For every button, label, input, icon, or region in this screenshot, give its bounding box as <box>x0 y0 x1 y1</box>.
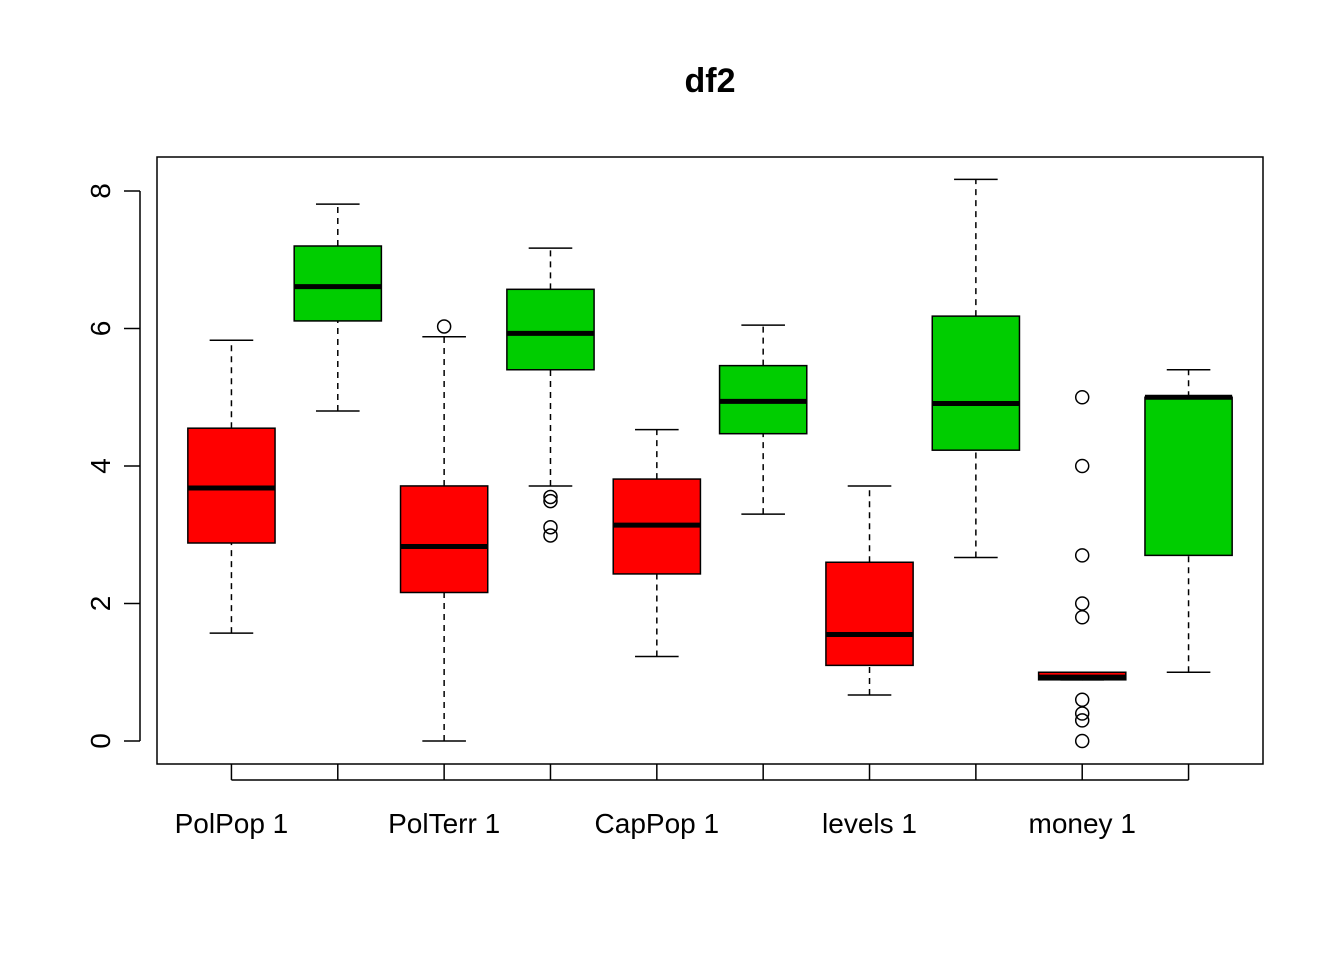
x-tick-label: levels 1 <box>822 808 917 839</box>
box-series <box>187 178 1233 749</box>
x-tick-label: CapPop 1 <box>595 808 720 839</box>
x-axis: PolPop 1 PolTerr 1 CapPop 1 levels 1 money 1 <box>175 764 1190 839</box>
box-group-6 <box>718 324 808 515</box>
outlier-point <box>1074 596 1090 611</box>
x-tick-label: PolTerr 1 <box>388 808 500 839</box>
box-group-8 <box>931 178 1021 559</box>
outlier-point <box>1074 390 1090 405</box>
y-tick-label: 8 <box>85 183 116 199</box>
outlier-point <box>436 319 452 334</box>
chart-title: df2 <box>685 62 736 100</box>
iqr-box <box>931 315 1021 451</box>
outlier-point <box>543 489 558 505</box>
outlier-point <box>1074 458 1090 474</box>
x-tick-label: money 1 <box>1029 808 1136 839</box>
box-group-9 <box>1037 390 1127 749</box>
outlier-point <box>543 519 558 535</box>
box-group-4 <box>506 247 595 543</box>
plot-frame <box>156 156 1264 765</box>
iqr-box <box>293 245 383 322</box>
iqr-box <box>399 485 489 594</box>
iqr-box <box>1144 396 1233 557</box>
box-group-3 <box>399 319 489 742</box>
box-group-7 <box>825 485 914 696</box>
iqr-box <box>825 561 914 667</box>
box-group-10 <box>1144 369 1233 673</box>
y-tick-label: 6 <box>85 321 116 337</box>
outlier-point <box>543 493 558 509</box>
y-axis: 0 2 4 6 8 <box>85 183 141 749</box>
iqr-box <box>506 288 595 371</box>
outlier-point <box>1074 713 1090 728</box>
box-group-5 <box>612 428 702 658</box>
outlier-point <box>1074 692 1090 707</box>
outlier-point <box>1074 706 1090 721</box>
y-tick-label: 0 <box>85 733 116 749</box>
x-tick-label: PolPop 1 <box>175 808 289 839</box>
y-tick-label: 4 <box>85 458 116 474</box>
box-group-2 <box>293 203 383 412</box>
outlier-point <box>1074 733 1090 749</box>
outlier-point <box>1074 610 1090 625</box>
outlier-point <box>1074 548 1090 563</box>
box-group-1 <box>187 339 276 634</box>
y-tick-label: 2 <box>85 596 116 612</box>
outlier-point <box>543 528 558 543</box>
